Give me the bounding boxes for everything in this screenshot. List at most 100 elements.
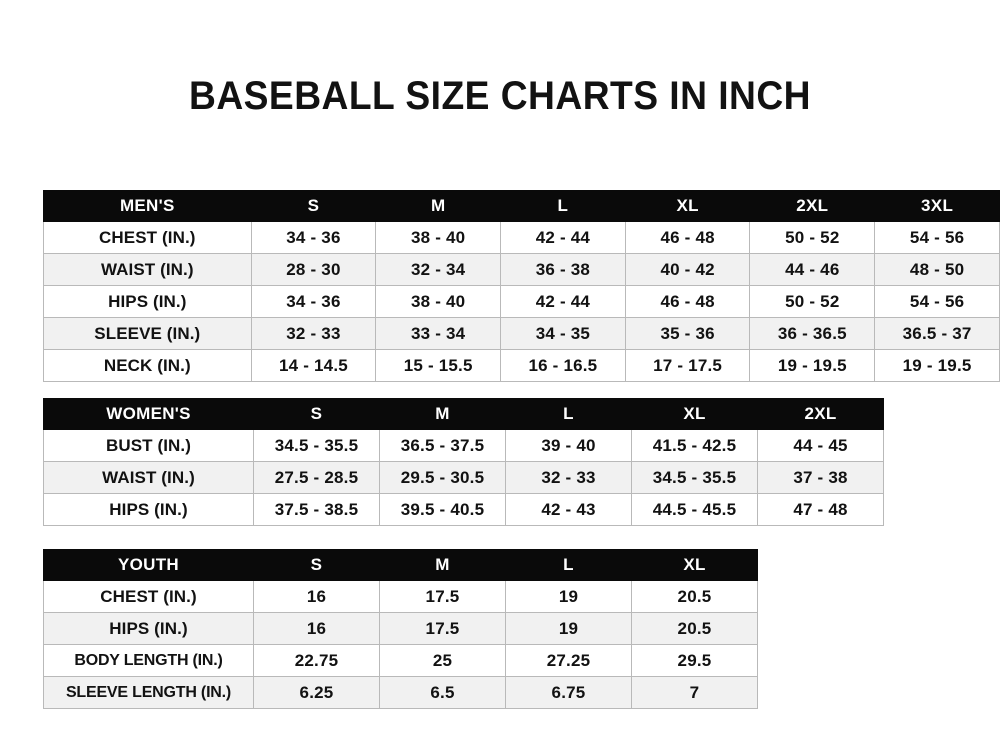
youth-measurement-cell: 6.25 <box>253 676 380 709</box>
mens-measurement-cell: 36 - 38 <box>500 253 626 286</box>
youth-row-label: BODY LENGTH (IN.) <box>43 644 254 677</box>
womens-row-label: BUST (IN.) <box>43 429 254 462</box>
mens-measurement-cell: 33 - 34 <box>375 317 502 350</box>
mens-measurement-cell: 19 - 19.5 <box>874 349 1000 382</box>
mens-measurement-cell: 28 - 30 <box>250 253 377 286</box>
mens-column-header-xl: XL <box>624 190 751 222</box>
youth-row-label: SLEEVE LENGTH (IN.) <box>43 676 254 709</box>
youth-table-body: CHEST (IN.) 16 17.5 19 20.5 HIPS (IN.) 16 17.5 1… <box>43 580 758 709</box>
youth-measurement-cell: 16 <box>253 580 380 613</box>
table-row: BODY LENGTH (IN.) 22.75 25 27.25 29.5 <box>43 644 758 677</box>
womens-table-header: WOMEN'S S M L XL 2XL <box>43 398 884 430</box>
womens-table-body: BUST (IN.) 34.5 - 35.5 36.5 - 37.5 39 - 40 4… <box>43 429 884 526</box>
mens-measurement-cell: 48 - 50 <box>874 253 1000 286</box>
table-row: CHEST (IN.) 34 - 36 38 - 40 42 - 44 46 - 48 5… <box>43 221 1000 254</box>
youth-measurement-cell: 20.5 <box>631 612 758 645</box>
womens-measurement-cell: 37 - 38 <box>757 461 884 494</box>
mens-measurement-cell: 34 - 35 <box>500 317 626 350</box>
womens-measurement-cell: 32 - 33 <box>505 461 632 494</box>
womens-column-header-s: S <box>253 398 380 430</box>
page-title: BASEBALL SIZE CHARTS IN INCH <box>188 74 812 118</box>
mens-row-label: NECK (IN.) <box>43 349 252 382</box>
mens-measurement-cell: 38 - 40 <box>375 221 502 254</box>
mens-measurement-cell: 36.5 - 37 <box>874 317 1000 350</box>
table-row: NECK (IN.) 14 - 14.5 15 - 15.5 16 - 16.5 17 … <box>43 349 1000 382</box>
mens-measurement-cell: 42 - 44 <box>500 285 626 318</box>
mens-measurement-cell: 19 - 19.5 <box>749 349 876 382</box>
womens-measurement-cell: 39.5 - 40.5 <box>379 493 506 526</box>
mens-row-label: WAIST (IN.) <box>43 253 252 286</box>
mens-measurement-cell: 54 - 56 <box>874 221 1000 254</box>
womens-measurement-cell: 34.5 - 35.5 <box>631 461 758 494</box>
mens-column-header-m: M <box>375 190 502 222</box>
table-row: SLEEVE (IN.) 32 - 33 33 - 34 34 - 35 35 - 36… <box>43 317 1000 350</box>
womens-measurement-cell: 34.5 - 35.5 <box>253 429 380 462</box>
youth-measurement-cell: 22.75 <box>253 644 380 677</box>
table-row: HIPS (IN.) 16 17.5 19 20.5 <box>43 612 758 645</box>
youth-column-header-l: L <box>505 549 632 581</box>
youth-measurement-cell: 16 <box>253 612 380 645</box>
youth-column-header-m: M <box>379 549 506 581</box>
mens-measurement-cell: 36 - 36.5 <box>749 317 876 350</box>
table-row: BUST (IN.) 34.5 - 35.5 36.5 - 37.5 39 - 40 4… <box>43 429 884 462</box>
mens-measurement-cell: 14 - 14.5 <box>250 349 377 382</box>
mens-column-header-3xl: 3XL <box>874 190 1000 222</box>
youth-measurement-cell: 6.75 <box>505 676 632 709</box>
table-row: WAIST (IN.) 28 - 30 32 - 34 36 - 38 40 - 42 4… <box>43 253 1000 286</box>
mens-header-row: MEN'S S M L XL 2XL 3XL <box>43 190 1000 222</box>
youth-measurement-cell: 19 <box>505 612 632 645</box>
youth-measurement-cell: 17.5 <box>379 580 506 613</box>
mens-table-header: MEN'S S M L XL 2XL 3XL <box>43 190 1000 222</box>
womens-measurement-cell: 42 - 43 <box>505 493 632 526</box>
table-row: HIPS (IN.) 34 - 36 38 - 40 42 - 44 46 - 48 50… <box>43 285 1000 318</box>
youth-column-header-s: S <box>253 549 380 581</box>
womens-column-header-m: M <box>379 398 506 430</box>
youth-measurement-cell: 20.5 <box>631 580 758 613</box>
mens-column-header-2xl: 2XL <box>749 190 876 222</box>
mens-table-body: CHEST (IN.) 34 - 36 38 - 40 42 - 44 46 - 48 5… <box>43 221 1000 382</box>
mens-measurement-cell: 17 - 17.5 <box>624 349 751 382</box>
youth-measurement-cell: 7 <box>631 676 758 709</box>
youth-measurement-cell: 19 <box>505 580 632 613</box>
mens-measurement-cell: 35 - 36 <box>624 317 751 350</box>
womens-column-header-xl: XL <box>631 398 758 430</box>
womens-measurement-cell: 44.5 - 45.5 <box>631 493 758 526</box>
table-row: SLEEVE LENGTH (IN.) 6.25 6.5 6.75 7 <box>43 676 758 709</box>
youth-header-row: YOUTH S M L XL <box>43 549 758 581</box>
youth-row-label: CHEST (IN.) <box>43 580 254 613</box>
mens-measurement-cell: 54 - 56 <box>874 285 1000 318</box>
womens-measurement-cell: 36.5 - 37.5 <box>379 429 506 462</box>
mens-measurement-cell: 50 - 52 <box>749 285 876 318</box>
womens-column-header-2xl: 2XL <box>757 398 884 430</box>
womens-header-row: WOMEN'S S M L XL 2XL <box>43 398 884 430</box>
womens-measurement-cell: 27.5 - 28.5 <box>253 461 380 494</box>
youth-measurement-cell: 29.5 <box>631 644 758 677</box>
mens-measurement-cell: 16 - 16.5 <box>500 349 626 382</box>
womens-measurement-cell: 47 - 48 <box>757 493 884 526</box>
womens-measurement-cell: 41.5 - 42.5 <box>631 429 758 462</box>
mens-size-table: MEN'S S M L XL 2XL 3XL CHEST (IN.) 34 - 36 38 - … <box>43 190 1000 382</box>
youth-measurement-cell: 25 <box>379 644 506 677</box>
mens-measurement-cell: 40 - 42 <box>624 253 751 286</box>
mens-measurement-cell: 42 - 44 <box>500 221 626 254</box>
womens-column-header-l: L <box>505 398 632 430</box>
womens-measurement-cell: 37.5 - 38.5 <box>253 493 380 526</box>
youth-row-label: HIPS (IN.) <box>43 612 254 645</box>
womens-size-table: WOMEN'S S M L XL 2XL BUST (IN.) 34.5 - 35.5 36.… <box>43 398 884 526</box>
mens-row-label: SLEEVE (IN.) <box>43 317 252 350</box>
mens-measurement-cell: 46 - 48 <box>624 221 751 254</box>
mens-measurement-cell: 44 - 46 <box>749 253 876 286</box>
table-row: CHEST (IN.) 16 17.5 19 20.5 <box>43 580 758 613</box>
mens-row-label: CHEST (IN.) <box>43 221 252 254</box>
table-row: WAIST (IN.) 27.5 - 28.5 29.5 - 30.5 32 - 33… <box>43 461 884 494</box>
womens-row-label: WAIST (IN.) <box>43 461 254 494</box>
youth-measurement-cell: 27.25 <box>505 644 632 677</box>
mens-measurement-cell: 34 - 36 <box>250 221 377 254</box>
womens-measurement-cell: 44 - 45 <box>757 429 884 462</box>
mens-measurement-cell: 15 - 15.5 <box>375 349 502 382</box>
womens-table-name: WOMEN'S <box>43 398 254 430</box>
youth-measurement-cell: 6.5 <box>379 676 506 709</box>
mens-measurement-cell: 38 - 40 <box>375 285 502 318</box>
youth-table-name: YOUTH <box>43 549 254 581</box>
